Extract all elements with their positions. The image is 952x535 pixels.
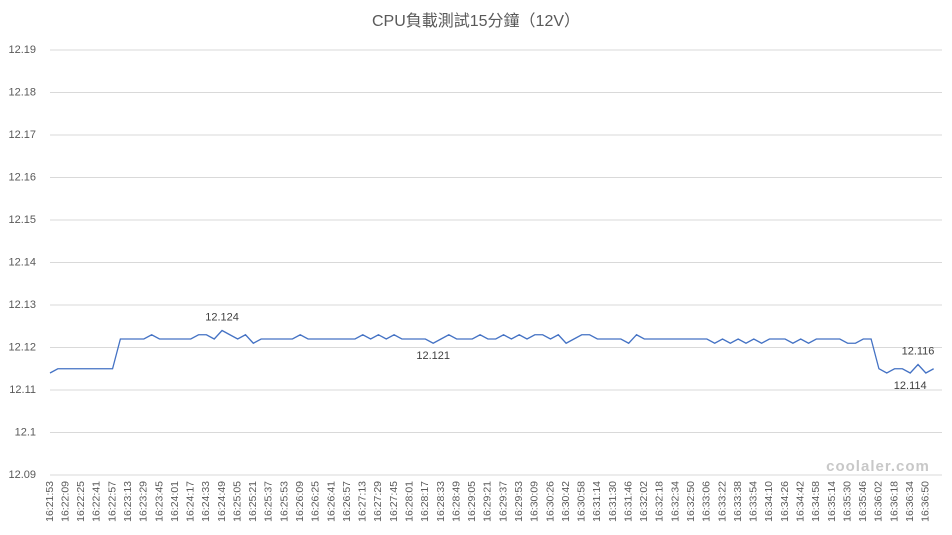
x-tick-label: 16:32:34 [669,481,681,522]
x-tick-label: 16:36:50 [920,481,932,522]
y-tick-label: 12.19 [8,44,36,56]
x-tick-label: 16:24:17 [185,481,197,522]
x-tick-label: 16:34:26 [779,481,791,522]
y-tick-label: 12.18 [8,86,36,98]
x-tick-label: 16:23:29 [138,481,150,522]
x-tick-label: 16:33:22 [716,481,728,522]
y-tick-label: 12.15 [8,214,36,226]
x-tick-label: 16:22:41 [91,481,103,522]
x-tick-label: 16:35:30 [841,481,853,522]
x-tick-label: 16:30:26 [544,481,556,522]
x-tick-label: 16:29:05 [466,481,478,522]
x-tick-label: 16:27:45 [388,481,400,522]
x-tick-label: 16:22:57 [106,481,118,522]
x-tick-label: 16:31:46 [622,481,634,522]
x-tick-label: 16:23:13 [122,481,134,522]
y-tick-label: 12.16 [8,171,36,183]
x-tick-label: 16:24:01 [169,481,181,522]
x-tick-label: 16:34:58 [810,481,822,522]
x-tick-label: 16:22:25 [75,481,87,522]
data-label: 12.124 [205,311,239,323]
x-tick-label: 16:25:21 [247,481,259,522]
x-tick-label: 16:25:37 [263,481,275,522]
y-tick-label: 12.12 [8,341,36,353]
x-tick-label: 16:33:06 [701,481,713,522]
x-tick-label: 16:35:46 [857,481,869,522]
x-tick-label: 16:31:30 [607,481,619,522]
x-tick-label: 16:26:25 [310,481,322,522]
x-tick-label: 16:29:37 [497,481,509,522]
x-tick-label: 16:21:53 [44,481,56,522]
x-tick-label: 16:36:02 [873,481,885,522]
x-tick-label: 16:30:09 [529,481,541,522]
x-tick-label: 16:28:01 [404,481,416,522]
x-tick-label: 16:34:10 [763,481,775,522]
y-tick-label: 12.11 [9,384,36,396]
x-tick-label: 16:33:38 [732,481,744,522]
data-label: 12.116 [902,345,935,357]
x-tick-label: 16:32:02 [638,481,650,522]
x-tick-label: 16:26:09 [294,481,306,522]
chart-title: CPU負載測試15分鐘（12V） [372,12,580,30]
x-tick-label: 16:35:14 [826,481,838,522]
x-tick-label: 16:27:13 [357,481,369,522]
y-tick-label: 12.17 [8,129,36,141]
x-tick-label: 16:28:49 [450,481,462,522]
x-tick-label: 16:32:50 [685,481,697,522]
x-tick-label: 16:36:18 [888,481,900,522]
x-tick-label: 16:25:53 [278,481,290,522]
y-tick-label: 12.14 [8,256,36,268]
x-tick-label: 16:30:58 [576,481,588,522]
x-tick-label: 16:26:41 [325,481,337,522]
x-tick-label: 16:30:42 [560,481,572,522]
x-tick-label: 16:28:17 [419,481,431,522]
x-tick-label: 16:33:54 [748,481,760,522]
x-tick-label: 16:34:42 [795,481,807,522]
x-tick-label: 16:28:33 [435,481,447,522]
x-tick-label: 16:23:45 [153,481,165,522]
watermark: coolaler.com [826,458,930,475]
x-tick-label: 16:24:49 [216,481,228,522]
x-tick-label: 16:25:05 [231,481,243,522]
x-tick-label: 16:26:57 [341,481,353,522]
data-label: 12.121 [416,350,450,362]
x-tick-label: 16:24:33 [200,481,212,522]
data-label: 12.114 [894,380,927,392]
x-tick-label: 16:27:29 [372,481,384,522]
y-tick-label: 12.09 [8,469,36,481]
y-tick-label: 12.13 [8,299,36,311]
x-tick-label: 16:29:21 [482,481,494,522]
x-tick-label: 16:22:09 [59,481,71,522]
x-tick-label: 16:29:53 [513,481,525,522]
data-line [49,329,934,374]
x-tick-label: 16:31:14 [591,481,603,522]
y-tick-label: 12.1 [15,426,36,438]
x-tick-label: 16:32:18 [654,481,666,522]
x-tick-label: 16:36:34 [904,481,916,522]
